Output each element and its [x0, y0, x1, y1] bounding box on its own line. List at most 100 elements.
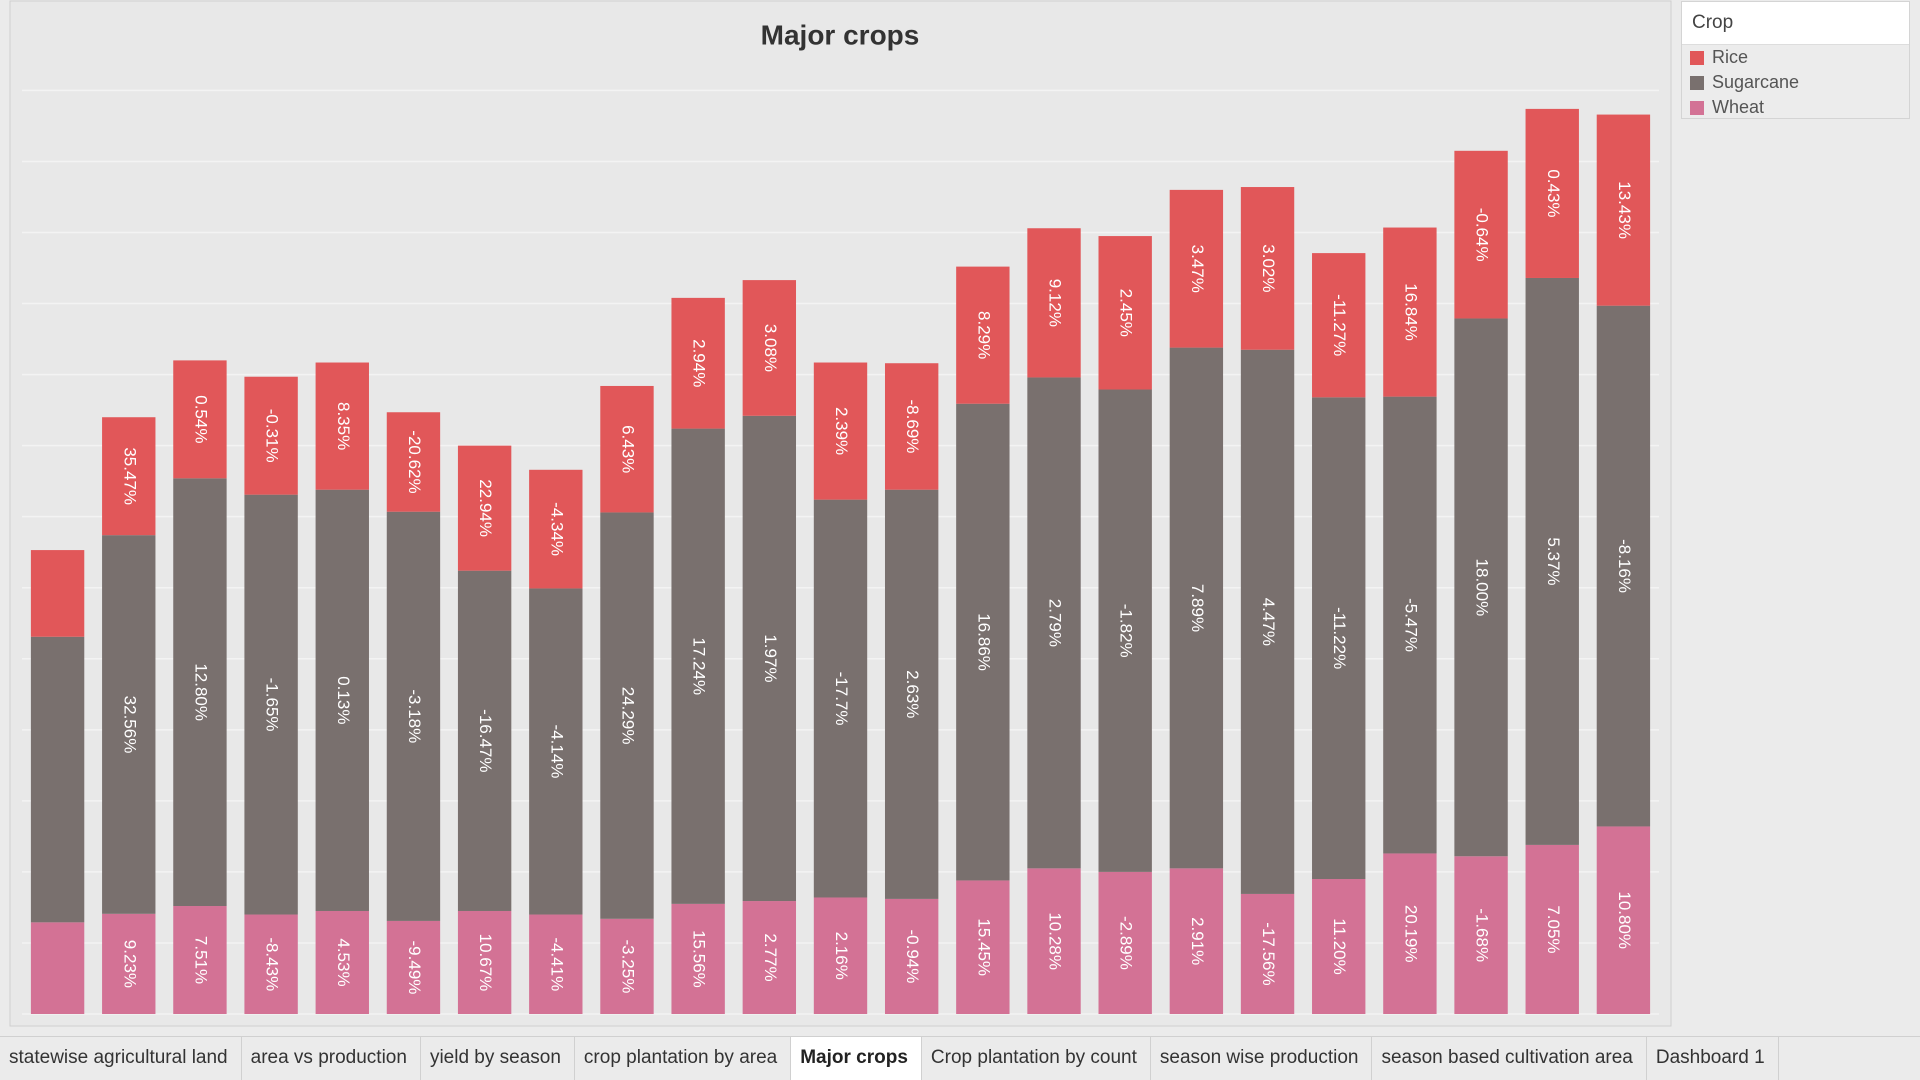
data-label: 6.43%	[618, 425, 637, 473]
bar-segment	[457, 910, 512, 1014]
data-label: 13.43%	[1615, 181, 1634, 239]
data-label: 1.97%	[761, 634, 780, 682]
bar-segment	[1454, 318, 1508, 857]
bar-segment	[315, 910, 369, 1014]
legend-title: Crop	[1682, 2, 1909, 45]
data-label: 18.00%	[1473, 559, 1492, 617]
chart: Major crops 9.23% 32.56% 35.47% 7.51% 12.80%…	[9, 0, 1672, 1027]
legend-swatch	[1690, 75, 1704, 90]
bar-segment	[884, 363, 939, 490]
bar-segment	[386, 920, 441, 1014]
bar-segment	[813, 897, 868, 1014]
data-label: -1.82%	[1117, 604, 1136, 658]
bar-segment	[671, 428, 725, 904]
legend-swatch	[1690, 100, 1704, 115]
data-label: -2.89%	[1117, 916, 1136, 970]
bar-segment	[1525, 277, 1579, 845]
data-label: 2.63%	[903, 670, 922, 718]
data-label: 7.05%	[1544, 905, 1563, 953]
bar-segment	[102, 535, 156, 914]
legend-item[interactable]: Sugarcane	[1682, 70, 1909, 95]
data-label: 7.51%	[191, 936, 210, 984]
bar-segment	[884, 898, 939, 1014]
sheet-tab[interactable]: Major crops	[791, 1037, 922, 1080]
bar-segment	[1169, 868, 1224, 1014]
bar-segment	[1240, 349, 1295, 894]
bar-segment	[30, 550, 85, 637]
data-label: 17.24%	[690, 637, 709, 695]
data-label: -8.16%	[1615, 539, 1634, 593]
data-label: 2.16%	[832, 932, 851, 980]
data-label: -1.68%	[1473, 908, 1492, 962]
data-label: 20.19%	[1401, 905, 1420, 963]
data-label: 0.13%	[334, 676, 353, 724]
data-label: 2.77%	[761, 933, 780, 981]
data-label: 16.86%	[974, 613, 993, 671]
bar-segment	[1596, 114, 1651, 306]
legend: Crop Rice Sugarcane Wheat	[1681, 1, 1910, 119]
bar-segment	[671, 903, 725, 1014]
bar-segment	[1169, 347, 1224, 869]
data-label: -16.47%	[476, 709, 495, 772]
data-label: 9.23%	[120, 940, 139, 988]
data-label: 3.47%	[1188, 245, 1207, 293]
bar-segment	[1169, 189, 1224, 348]
bar-segment	[956, 266, 1010, 404]
bar-segment	[1240, 893, 1295, 1014]
bar-segment	[529, 588, 583, 915]
sheet-tabs: statewise agricultural land area vs produ…	[0, 1036, 1920, 1080]
bar-segment	[1525, 844, 1579, 1014]
bar-segment	[1383, 227, 1437, 397]
data-label: -17.56%	[1259, 922, 1278, 985]
bar-segment	[173, 360, 227, 479]
data-label: -5.47%	[1401, 598, 1420, 652]
bar-segment	[1098, 871, 1152, 1014]
sheet-tab[interactable]: crop plantation by area	[575, 1037, 792, 1080]
bar-segment	[1596, 826, 1651, 1014]
bar-segment	[1383, 396, 1437, 854]
bar-segment	[813, 362, 868, 500]
sheet-tab[interactable]: area vs production	[242, 1037, 421, 1080]
data-label: 4.47%	[1259, 598, 1278, 646]
sheet-tab[interactable]: Dashboard 1	[1647, 1037, 1779, 1080]
data-label: 2.79%	[1046, 599, 1065, 647]
bar-segment	[1312, 253, 1366, 398]
legend-item[interactable]: Wheat	[1682, 95, 1909, 120]
data-label: -8.69%	[903, 400, 922, 454]
bar-segment	[1454, 856, 1508, 1014]
data-label: -3.18%	[405, 689, 424, 743]
data-label: 2.45%	[1117, 289, 1136, 337]
data-label: -11.27%	[1330, 294, 1349, 356]
bar-segment	[1027, 228, 1081, 378]
data-label: 3.08%	[761, 324, 780, 372]
sheet-tab[interactable]: statewise agricultural land	[0, 1037, 242, 1080]
data-label: -4.41%	[547, 937, 566, 991]
data-label: 10.28%	[1046, 912, 1065, 970]
sheet-tab[interactable]: yield by season	[421, 1037, 575, 1080]
sheet-tab[interactable]: season based cultivation area	[1372, 1037, 1647, 1080]
sheet-tab[interactable]: season wise production	[1151, 1037, 1373, 1080]
bar-segment	[742, 901, 797, 1014]
data-label: -9.49%	[405, 941, 424, 995]
bar-segment	[1027, 868, 1081, 1014]
bar-segment	[102, 417, 156, 536]
legend-item[interactable]: Rice	[1682, 45, 1909, 70]
data-label: 2.91%	[1188, 917, 1207, 965]
sheet-tab[interactable]: Crop plantation by count	[922, 1037, 1151, 1080]
bar-segment	[315, 489, 369, 911]
data-label: -4.34%	[547, 502, 566, 556]
bar-segment	[1098, 236, 1152, 390]
data-label: 9.12%	[1046, 279, 1065, 327]
data-label: 11.20%	[1330, 918, 1349, 974]
bar-segment	[386, 511, 441, 921]
chart-title: Major crops	[761, 19, 920, 50]
bar-segment	[1312, 397, 1366, 880]
data-label: -17.7%	[832, 672, 851, 726]
data-label: -0.64%	[1473, 208, 1492, 262]
data-label: 15.45%	[974, 918, 993, 976]
bar-segment	[173, 478, 227, 907]
data-label: 3.02%	[1259, 244, 1278, 292]
data-label: -0.94%	[903, 930, 922, 984]
data-label: 15.56%	[690, 930, 709, 988]
